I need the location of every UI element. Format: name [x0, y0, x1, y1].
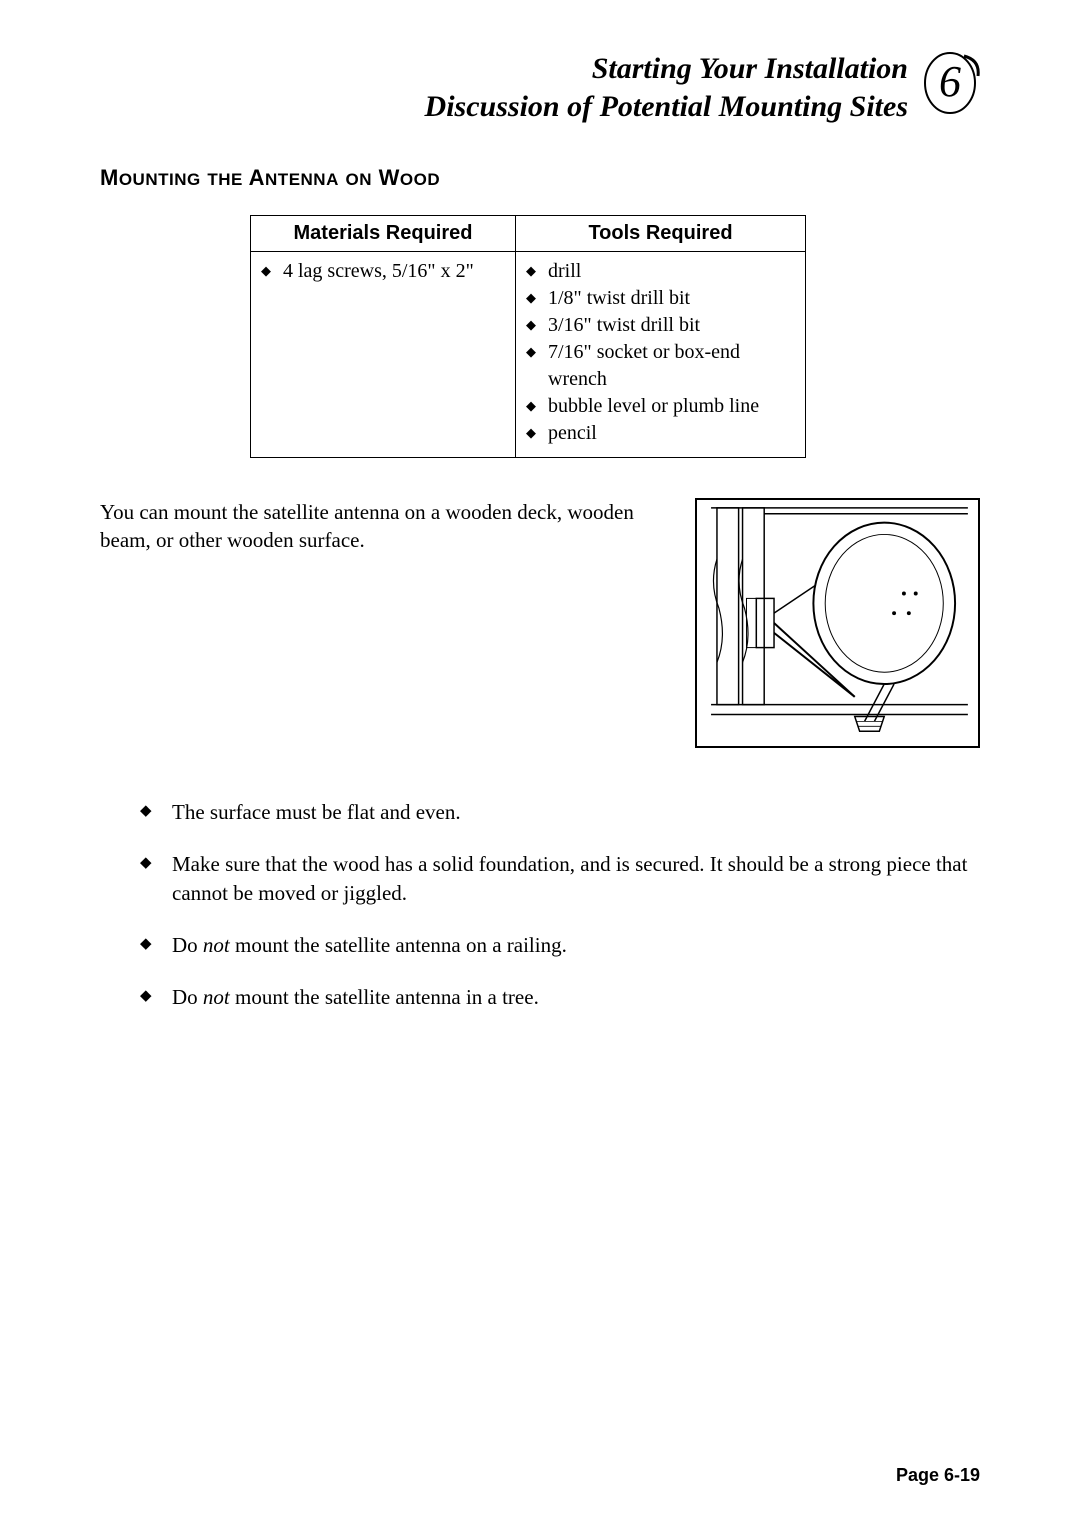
bullet-pre: Do — [172, 933, 203, 957]
materials-cell: 4 lag screws, 5/16" x 2" — [251, 252, 516, 458]
chapter-badge: 6 — [924, 50, 980, 116]
list-item: The surface must be flat and even. — [140, 798, 980, 826]
dish-illustration-icon — [697, 500, 978, 746]
heading-word-4: ON — [346, 170, 373, 189]
material-item: 4 lag screws, 5/16" x 2" — [261, 258, 503, 285]
bullet-em: not — [203, 933, 230, 957]
wall-mount-illustration — [695, 498, 980, 748]
heading-word-1: MOUNTING — [100, 165, 201, 190]
header-line2: Discussion of Potential Mounting Sites — [425, 88, 908, 126]
table-row: 4 lag screws, 5/16" x 2" drill 1/8" twis… — [251, 252, 806, 458]
page-number: Page 6-19 — [896, 1465, 980, 1486]
tool-item: drill — [526, 258, 793, 285]
tool-item: pencil — [526, 420, 793, 447]
list-item: Make sure that the wood has a solid foun… — [140, 850, 980, 907]
bullet-post: mount the satellite antenna in a tree. — [230, 985, 539, 1009]
bullet-pre: Make sure that the wood has a solid foun… — [172, 852, 967, 904]
tool-item: 3/16" twist drill bit — [526, 312, 793, 339]
bullet-pre: Do — [172, 985, 203, 1009]
bullet-post: mount the satellite antenna on a railing… — [230, 933, 567, 957]
tools-header: Tools Required — [516, 216, 806, 252]
requirements-table: Materials Required Tools Required 4 lag … — [250, 215, 806, 458]
bullet-em: not — [203, 985, 230, 1009]
intro-text: You can mount the satellite antenna on a… — [100, 498, 665, 555]
guidelines-list: The surface must be flat and even. Make … — [100, 798, 980, 1012]
tool-item: 7/16" socket or box-end wrench — [526, 339, 793, 393]
list-item: Do not mount the satellite antenna in a … — [140, 983, 980, 1011]
tool-item: 1/8" twist drill bit — [526, 285, 793, 312]
header-text: Starting Your Installation Discussion of… — [425, 50, 908, 125]
page-header: Starting Your Installation Discussion of… — [100, 50, 980, 125]
chapter-badge-icon: 6 — [924, 50, 980, 116]
chapter-number: 6 — [939, 57, 961, 106]
tools-cell: drill 1/8" twist drill bit 3/16" twist d… — [516, 252, 806, 458]
heading-word-2: THE — [207, 170, 243, 189]
intro-row: You can mount the satellite antenna on a… — [100, 498, 980, 748]
heading-word-5: WOOD — [379, 165, 441, 190]
list-item: Do not mount the satellite antenna on a … — [140, 931, 980, 959]
materials-header: Materials Required — [251, 216, 516, 252]
bullet-pre: The surface must be flat and even. — [172, 800, 461, 824]
tool-item: bubble level or plumb line — [526, 393, 793, 420]
heading-word-3: ANTENNA — [249, 165, 339, 190]
section-heading: MOUNTING THE ANTENNA ON WOOD — [100, 165, 980, 191]
header-line1: Starting Your Installation — [425, 50, 908, 88]
